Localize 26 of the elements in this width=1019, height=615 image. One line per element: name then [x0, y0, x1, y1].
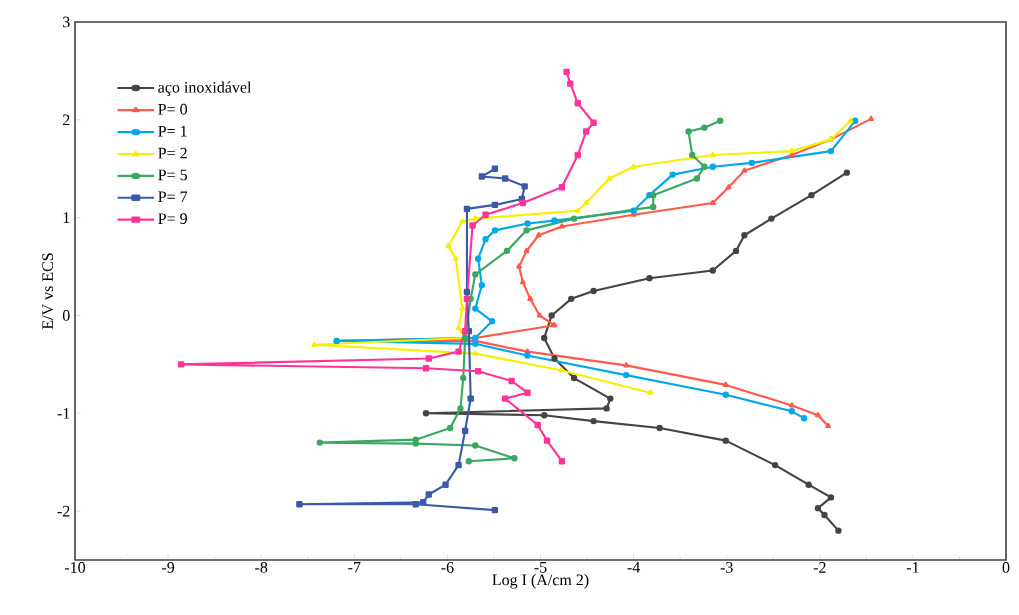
legend-label: P= 7: [158, 191, 188, 202]
legend-label: P= 1: [158, 125, 187, 137]
x-tick-label: -5: [534, 562, 547, 573]
x-tick-label: -4: [627, 562, 641, 573]
y-tick-label: 0: [62, 310, 70, 321]
x-tick-label: -9: [162, 562, 175, 573]
legend-label: aço inoxidável: [158, 81, 252, 96]
x-tick-label: 0: [1002, 562, 1010, 573]
y-axis-title: E/V vs ECS: [42, 253, 54, 330]
legend-label: P= 0: [158, 103, 188, 115]
y-tick-label: -1: [57, 408, 70, 419]
x-tick-label: -6: [441, 562, 454, 573]
x-tick-label: -1: [906, 562, 919, 573]
y-tick-label: 1: [63, 212, 70, 223]
x-tick-label: -3: [720, 562, 733, 573]
x-tick-label: -7: [348, 562, 361, 573]
y-tick-label: 3: [63, 16, 70, 28]
legend-label: P= 2: [158, 147, 187, 159]
legend-label: P= 5: [158, 169, 188, 181]
y-tick-label: -2: [57, 505, 70, 517]
legend-label: P= 9: [158, 213, 187, 225]
y-tick-label: 2: [63, 114, 70, 126]
x-tick-label: -8: [255, 562, 268, 573]
x-axis-title: Log I (A/cm 2): [492, 573, 589, 589]
x-tick-label: -2: [813, 562, 826, 573]
x-tick-label: -10: [64, 562, 86, 573]
